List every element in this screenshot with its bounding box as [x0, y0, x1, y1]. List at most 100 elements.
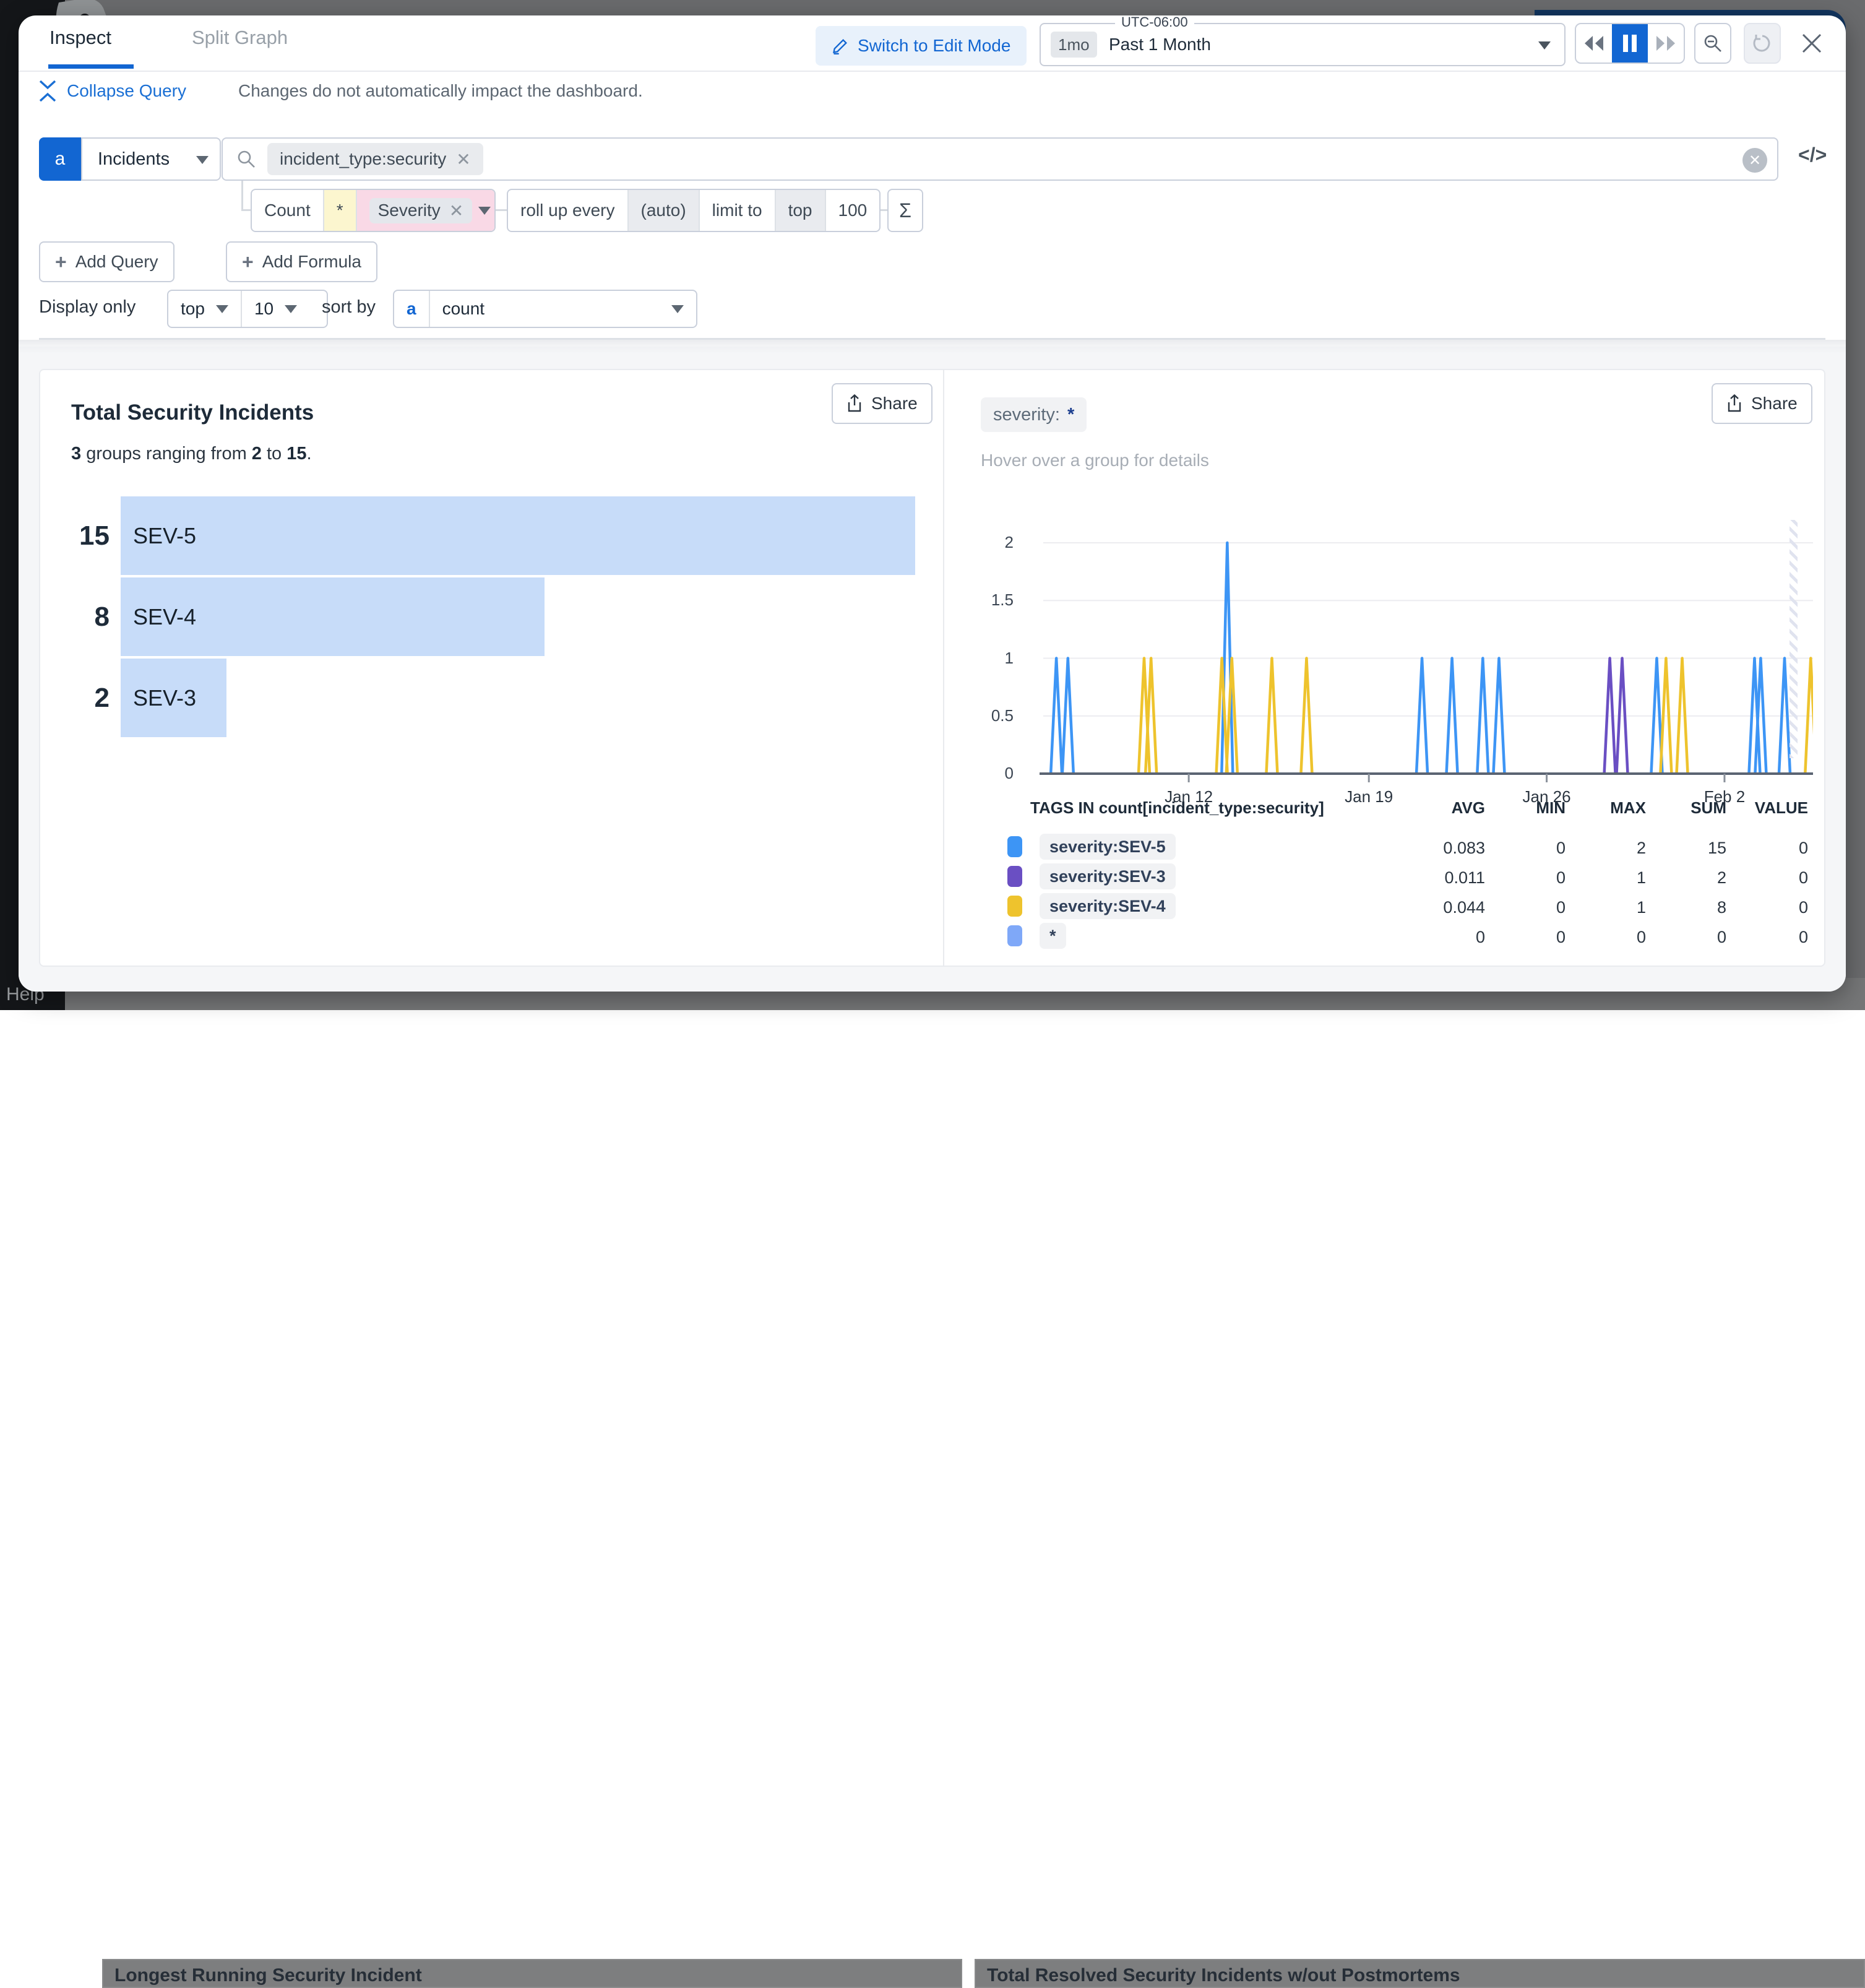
background-card-right-title: Total Resolved Security Incidents w/out … [987, 1965, 1460, 1986]
bar-fill[interactable]: SEV-4 [121, 577, 545, 656]
collapse-query-label: Collapse Query [67, 81, 186, 101]
data-source-select[interactable]: Incidents [81, 137, 221, 181]
legend-value: 0 [1646, 928, 1726, 947]
rollup-value[interactable]: (auto) [629, 190, 700, 231]
remove-filter-icon[interactable]: ✕ [456, 149, 470, 170]
sort-field-value: count [442, 299, 485, 319]
legend-tag-chip[interactable]: severity:SEV-4 [1040, 893, 1176, 919]
share-icon [846, 394, 863, 413]
bar-fill[interactable]: SEV-3 [121, 659, 226, 737]
group-by-chip[interactable]: Severity ✕ [369, 198, 473, 223]
bar-fill[interactable]: SEV-5 [121, 496, 915, 575]
limit-count[interactable]: 100 [826, 190, 880, 231]
bar-value: 15 [71, 496, 121, 575]
chevron-down-icon [478, 207, 491, 215]
chevron-down-icon [671, 305, 684, 313]
legend-value: 8 [1646, 898, 1726, 917]
y-axis-label: 2 [976, 533, 1014, 552]
sort-field-select[interactable]: a count [393, 290, 697, 328]
time-range-badge: 1mo [1051, 32, 1097, 58]
bar-label: SEV-5 [133, 523, 196, 549]
timeseries-chart[interactable] [1021, 519, 1813, 791]
limit-direction[interactable]: top [776, 190, 826, 231]
legend-value: 0 [1485, 839, 1566, 858]
group-chip-key: severity: [993, 405, 1060, 425]
data-source-value: Incidents [98, 149, 170, 170]
rollup-label[interactable]: roll up every [508, 190, 629, 231]
bar-row[interactable]: 15 SEV-5 [71, 496, 925, 575]
filter-tag-label: incident_type:security [280, 149, 446, 169]
limit-label[interactable]: limit to [700, 190, 776, 231]
group-by-segment[interactable]: Severity ✕ [357, 190, 496, 231]
display-only-label: Display only [39, 297, 136, 318]
sort-by-label: sort by [322, 297, 376, 318]
legend-swatch[interactable] [1007, 836, 1022, 857]
forward-button[interactable] [1648, 23, 1684, 64]
legend-value: 0.083 [1405, 839, 1485, 858]
collapse-query-link[interactable]: Collapse Query [38, 79, 186, 103]
legend-swatch[interactable] [1007, 866, 1022, 887]
chevron-down-icon [196, 156, 209, 164]
clear-search-button[interactable]: ✕ [1742, 148, 1767, 173]
inspect-modal: Inspect Split Graph Switch to Edit Mode … [19, 15, 1846, 992]
legend-tag-chip[interactable]: severity:SEV-5 [1040, 834, 1176, 860]
top-n-value: 10 [254, 299, 274, 319]
add-formula-button[interactable]: + Add Formula [226, 241, 377, 282]
sigma-formula-button[interactable]: Σ [887, 189, 923, 232]
share-button-right[interactable]: Share [1712, 383, 1812, 424]
n-select[interactable]: 10 [242, 291, 309, 327]
summary-count: 3 [71, 444, 81, 464]
code-view-icon[interactable]: </> [1798, 144, 1827, 166]
top-n-select[interactable]: top 10 [167, 290, 328, 328]
add-query-button[interactable]: + Add Query [39, 241, 174, 282]
query-letter-badge: a [39, 137, 81, 181]
reset-time-button[interactable] [1744, 23, 1781, 64]
top-select[interactable]: top [168, 291, 241, 327]
chevron-down-icon [1538, 41, 1551, 50]
scroll-shadow [19, 340, 1846, 353]
timezone-label: UTC-06:00 [1115, 15, 1194, 30]
legend-tag-chip[interactable]: * [1040, 923, 1066, 949]
query-search-input[interactable]: incident_type:security ✕ ✕ [222, 137, 1778, 181]
legend-column-header: VALUE [1728, 798, 1808, 818]
legend-value: 0 [1728, 839, 1808, 858]
count-target[interactable]: * [324, 190, 357, 231]
fast-forward-icon [1655, 35, 1676, 51]
rewind-icon [1583, 35, 1604, 51]
remove-group-icon[interactable]: ✕ [449, 201, 463, 221]
magnifier-minus-icon [1703, 33, 1723, 53]
summary-min: 2 [252, 444, 262, 464]
x-axis-label: Jan 19 [1325, 787, 1412, 806]
pause-button[interactable] [1612, 23, 1648, 64]
sort-letter: a [407, 299, 416, 319]
close-button[interactable] [1793, 23, 1830, 64]
legend-value: 0 [1485, 868, 1566, 888]
legend-swatch[interactable] [1007, 896, 1022, 917]
bar-label: SEV-4 [133, 604, 196, 630]
share-button-left[interactable]: Share [832, 383, 932, 424]
switch-to-edit-mode-button[interactable]: Switch to Edit Mode [816, 26, 1027, 66]
count-aggregation[interactable]: Count [252, 190, 324, 231]
hover-hint: Hover over a group for details [981, 451, 1209, 470]
y-axis-label: 0.5 [976, 706, 1014, 725]
tab-inspect[interactable]: Inspect [50, 27, 111, 49]
legend-header: TAGS IN count[incident_type:security] [1030, 798, 1324, 818]
time-range-label: Past 1 Month [1109, 35, 1211, 54]
legend-swatch[interactable] [1007, 925, 1022, 946]
aggregation-pill-group: Count * Severity ✕ [251, 189, 496, 232]
legend-tag-chip[interactable]: severity:SEV-3 [1040, 863, 1176, 889]
legend-value: 0 [1405, 928, 1485, 947]
tab-split-graph[interactable]: Split Graph [192, 27, 288, 49]
legend-value: 15 [1646, 839, 1726, 858]
reset-icon [1752, 33, 1772, 53]
time-range-selector[interactable]: UTC-06:00 1mo Past 1 Month [1040, 23, 1566, 66]
summary-text: groups ranging from [81, 444, 252, 464]
rewind-button[interactable] [1576, 23, 1612, 64]
group-chip: severity: * [981, 397, 1087, 432]
bar-row[interactable]: 8 SEV-4 [71, 577, 925, 656]
zoom-out-button[interactable] [1694, 23, 1731, 64]
bar-value: 2 [71, 659, 121, 737]
filter-tag-pill[interactable]: incident_type:security ✕ [267, 143, 483, 175]
bar-value: 8 [71, 577, 121, 656]
